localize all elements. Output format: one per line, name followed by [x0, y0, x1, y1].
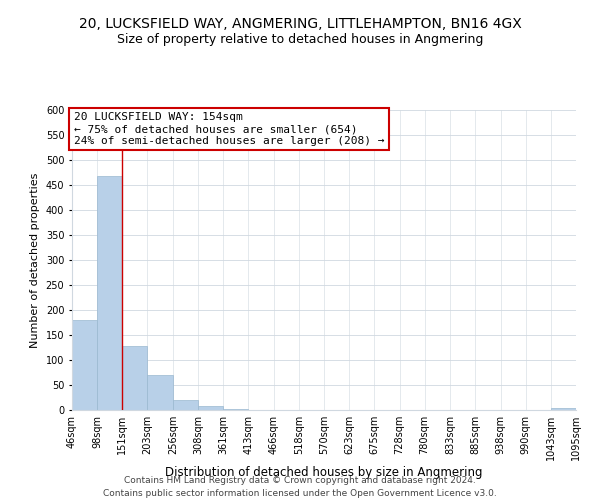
Bar — [72, 320, 97, 410]
Bar — [122, 346, 148, 410]
Text: Size of property relative to detached houses in Angmering: Size of property relative to detached ho… — [117, 32, 483, 46]
Text: 20 LUCKSFIELD WAY: 154sqm
← 75% of detached houses are smaller (654)
24% of semi: 20 LUCKSFIELD WAY: 154sqm ← 75% of detac… — [74, 112, 385, 146]
Bar — [148, 375, 173, 410]
X-axis label: Distribution of detached houses by size in Angmering: Distribution of detached houses by size … — [165, 466, 483, 479]
Bar — [223, 408, 248, 410]
Bar — [198, 406, 223, 410]
Text: Contains HM Land Registry data © Crown copyright and database right 2024.
Contai: Contains HM Land Registry data © Crown c… — [103, 476, 497, 498]
Y-axis label: Number of detached properties: Number of detached properties — [30, 172, 40, 348]
Bar — [173, 400, 198, 410]
Bar — [551, 408, 576, 410]
Text: 20, LUCKSFIELD WAY, ANGMERING, LITTLEHAMPTON, BN16 4GX: 20, LUCKSFIELD WAY, ANGMERING, LITTLEHAM… — [79, 18, 521, 32]
Bar — [97, 176, 122, 410]
